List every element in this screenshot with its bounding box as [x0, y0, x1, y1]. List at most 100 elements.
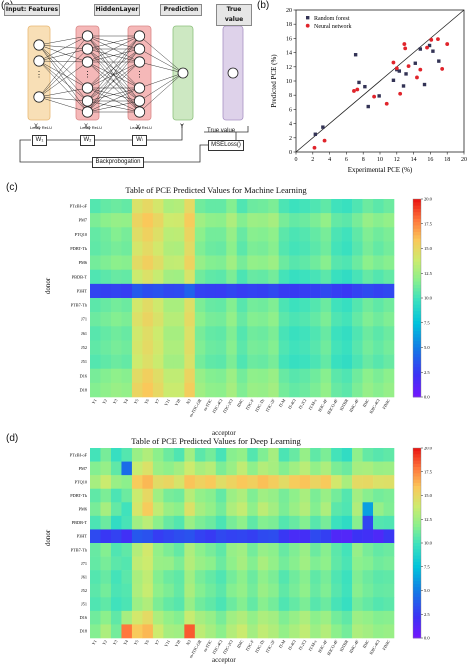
- rf-point: [413, 61, 417, 65]
- heatmap-cell: [90, 213, 101, 228]
- x-tick-label: 12: [394, 157, 400, 163]
- heatmap-cell: [152, 502, 164, 517]
- heatmap-cell: [331, 624, 342, 639]
- heatmap-cell: [236, 529, 248, 544]
- heatmap-cell: [352, 269, 363, 285]
- heatmap-cell: [341, 502, 353, 517]
- nn-point: [355, 87, 360, 92]
- heatmap-cell: [352, 543, 363, 557]
- heatmap-cell: [152, 298, 164, 313]
- heatmap-cell: [226, 326, 238, 341]
- col-label: Y6: [143, 639, 150, 646]
- colorbar-segment: [413, 232, 421, 236]
- colorbar-tick-label: 15.0: [424, 493, 433, 498]
- heatmap-cell: [173, 269, 185, 285]
- heatmap-cell: [310, 529, 321, 544]
- heatmap-cell: [100, 515, 112, 530]
- nn-node: [81, 30, 94, 42]
- heatmap-cell: [278, 199, 290, 214]
- nn-node: [133, 82, 146, 94]
- heatmap-cell: [184, 583, 196, 598]
- colorbar-segment: [413, 301, 421, 305]
- nn-point: [391, 60, 396, 65]
- y-tick-label: 12: [286, 65, 292, 71]
- colorbar-segment: [413, 387, 421, 391]
- heatmap-cell: [310, 556, 321, 571]
- heatmap-cell: [352, 624, 363, 639]
- heatmap-cell: [383, 368, 395, 384]
- dots-input: ⋮: [35, 70, 43, 79]
- heatmap-cell: [215, 502, 227, 517]
- heatmap-cell: [226, 624, 238, 639]
- heatmap-cell: [236, 624, 248, 639]
- dl-heatmap-title: Table of PCE Predicted Values for Deep L…: [131, 436, 301, 446]
- heatmap-cell: [331, 382, 342, 398]
- heatmap-cell: [299, 461, 311, 476]
- heatmap-cell: [362, 227, 374, 242]
- heatmap-cell: [236, 368, 248, 384]
- nn-edge: [38, 35, 88, 62]
- colorbar-segment: [413, 479, 421, 484]
- heatmap-cell: [184, 368, 196, 384]
- heatmap-cell: [320, 298, 332, 313]
- colorbar-segment: [413, 634, 421, 639]
- heatmap-cell: [173, 199, 185, 214]
- heatmap-cell: [362, 283, 374, 299]
- heatmap-cell: [362, 241, 374, 256]
- nn-point: [352, 89, 356, 93]
- heatmap-cell: [373, 368, 384, 384]
- colorbar-segment: [413, 337, 421, 342]
- colorbar-segment: [413, 492, 421, 496]
- colorbar-segment: [413, 511, 421, 515]
- heatmap-cell: [278, 624, 290, 639]
- heatmap-cell: [331, 255, 342, 271]
- heatmap-cell: [205, 461, 217, 476]
- heatmap-cell: [236, 241, 248, 256]
- nn-edge: [87, 61, 140, 102]
- heatmap-cell: [215, 583, 227, 598]
- heatmap-cell: [278, 556, 290, 571]
- heatmap-cell: [184, 255, 196, 271]
- heatmap-cell: [142, 583, 154, 598]
- heatmap-cell: [236, 255, 248, 271]
- heatmap-cell: [131, 610, 143, 625]
- nn-node: [81, 82, 94, 94]
- colorbar-segment: [413, 571, 421, 576]
- heatmap-cell: [331, 610, 342, 625]
- colorbar-segment: [413, 631, 421, 636]
- dl-heatmap-xlabel: acceptor: [212, 656, 236, 664]
- heatmap-cell: [331, 340, 342, 355]
- heatmap-cell: [341, 475, 353, 490]
- heatmap-cell: [373, 475, 384, 490]
- heatmap-cell: [121, 515, 133, 530]
- heatmap-cell: [257, 241, 269, 256]
- heatmap-cell: [247, 283, 259, 299]
- heatmap-cell: [110, 556, 122, 571]
- panel-b-label: (b): [257, 0, 270, 11]
- heatmap-cell: [121, 556, 133, 571]
- heatmap-cell: [247, 213, 259, 228]
- heatmap-cell: [236, 283, 248, 299]
- colorbar-segment: [413, 377, 421, 381]
- heatmap-cell: [289, 312, 300, 327]
- heatmap-cell: [247, 556, 259, 571]
- heatmap-cell: [383, 583, 395, 598]
- heatmap-cell: [289, 502, 300, 517]
- colorbar-segment: [413, 524, 421, 528]
- nn-edge: [87, 87, 140, 113]
- heatmap-cell: [257, 515, 269, 530]
- heatmap-cell: [90, 583, 101, 598]
- heatmap-cell: [194, 255, 206, 271]
- nn-edge: [38, 44, 88, 50]
- heatmap-cell: [341, 368, 353, 384]
- heatmap-cell: [194, 583, 206, 598]
- heatmap-cell: [320, 255, 332, 271]
- heatmap-cell: [236, 448, 248, 462]
- colorbar-segment: [413, 565, 421, 569]
- heatmap-cell: [194, 475, 206, 490]
- heatmap-cell: [373, 354, 384, 370]
- heatmap-cell: [373, 340, 384, 355]
- colorbar-segment: [413, 549, 421, 553]
- heatmap-cell: [142, 255, 154, 271]
- heatmap-cell: [226, 340, 238, 355]
